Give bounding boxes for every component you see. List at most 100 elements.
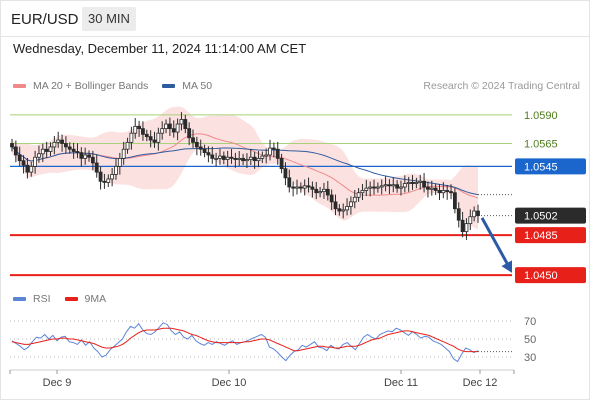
x-tick-dec-9: Dec 9	[43, 377, 72, 389]
price-legend: MA 20 + Bollinger Bands MA 50	[13, 80, 212, 92]
candle-body	[295, 186, 299, 189]
candle-body	[194, 141, 199, 148]
ma50-line	[11, 146, 479, 196]
level-tag-1.0485	[515, 227, 586, 244]
candle-body	[341, 209, 346, 212]
candle-body	[94, 162, 99, 173]
candle-body	[452, 192, 457, 210]
candle-body	[198, 146, 203, 150]
rsi-tick-50: 50	[524, 334, 536, 346]
candle-body	[210, 154, 215, 159]
candle-body	[441, 190, 446, 194]
candle-body	[318, 191, 322, 194]
candle-body	[468, 216, 473, 225]
level-lines-layer	[10, 114, 514, 277]
candle-body	[110, 174, 115, 180]
candle-body	[333, 201, 338, 210]
level-tag-1.0450	[515, 267, 586, 284]
candle-body	[379, 185, 384, 188]
candle-body	[191, 137, 195, 143]
candle-body	[102, 180, 107, 183]
candle-body	[279, 157, 284, 170]
candle-body	[125, 141, 130, 150]
candle-body	[48, 146, 53, 152]
candle-body	[137, 125, 141, 130]
candle-body	[129, 132, 134, 143]
candle-body	[64, 143, 68, 148]
candle-body	[33, 156, 38, 167]
rsi-ma-legend-label: 9MA	[84, 293, 107, 305]
candle-body	[360, 190, 365, 194]
candle-body	[164, 123, 168, 130]
candle-body	[248, 156, 253, 160]
candle-body	[422, 180, 426, 188]
bollinger-band-layer	[12, 106, 478, 230]
timeframe-button[interactable]: 30 MIN	[82, 7, 136, 31]
ma50-legend-label: MA 50	[182, 80, 213, 92]
candle-body	[98, 171, 103, 182]
candle-body	[67, 146, 72, 150]
candle-body	[218, 155, 222, 159]
candle-body	[152, 139, 157, 143]
candle-body	[171, 128, 176, 133]
candle-body	[175, 123, 180, 133]
candle-body	[252, 156, 257, 162]
level-label-1.0545: 1.0545	[524, 161, 558, 173]
level-label-1.0565: 1.0565	[524, 138, 558, 150]
level-label-1.0450: 1.0450	[524, 270, 558, 282]
level-tag-1.0545	[515, 158, 586, 175]
x-tick-dec-11: Dec 11	[384, 377, 418, 389]
rsi-legend-swatch	[13, 297, 26, 301]
candle-body	[364, 187, 369, 191]
candle-body	[414, 182, 419, 184]
candle-body	[44, 148, 49, 152]
research-credit: Research © 2024 Trading Central	[423, 80, 580, 92]
candle-body	[437, 190, 442, 194]
candle-body	[202, 148, 207, 154]
candle-body	[372, 186, 376, 189]
ma50-legend-swatch	[162, 84, 176, 88]
candle-body	[472, 210, 477, 218]
candle-body	[329, 194, 334, 203]
candle-body	[225, 156, 230, 160]
candle-body	[168, 123, 172, 130]
candle-body	[37, 153, 41, 158]
candle-body	[160, 128, 165, 134]
forecast-arrowhead	[501, 260, 512, 273]
candle-body	[402, 183, 407, 188]
candle-body	[275, 148, 280, 159]
candle-body	[291, 186, 296, 189]
rsi-panel: 70 50 30	[10, 316, 536, 364]
candle-body	[356, 192, 361, 198]
candle-body	[60, 139, 64, 144]
candle-body	[271, 147, 276, 150]
candle-body	[433, 187, 438, 191]
candle-body	[264, 154, 269, 157]
x-axis: Dec 9 Dec 10 Dec 11 Dec 12	[9, 369, 515, 389]
candle-body	[383, 184, 388, 187]
candle-body	[71, 148, 76, 152]
candle-body	[17, 154, 22, 162]
candle-body	[90, 156, 95, 164]
candle-body	[387, 184, 392, 187]
candle-body	[13, 146, 18, 156]
candle-body	[40, 148, 45, 155]
candle-body	[306, 185, 311, 188]
candle-body	[460, 219, 465, 233]
candle-body	[260, 155, 265, 159]
ma20-legend-swatch	[13, 84, 26, 88]
candle-body	[445, 190, 450, 192]
candle-body	[114, 165, 118, 175]
candle-body	[349, 201, 353, 207]
rsi-legend: RSI 9MA	[13, 293, 106, 305]
candle-body	[75, 151, 80, 154]
candle-body	[229, 156, 234, 159]
candle-body	[418, 180, 423, 183]
x-tick-dec-10: Dec 10	[212, 377, 247, 389]
candle-body	[410, 182, 415, 184]
candle-body	[148, 136, 153, 141]
candle-body	[25, 164, 30, 173]
candle-body	[117, 157, 122, 167]
candle-body	[187, 128, 192, 139]
